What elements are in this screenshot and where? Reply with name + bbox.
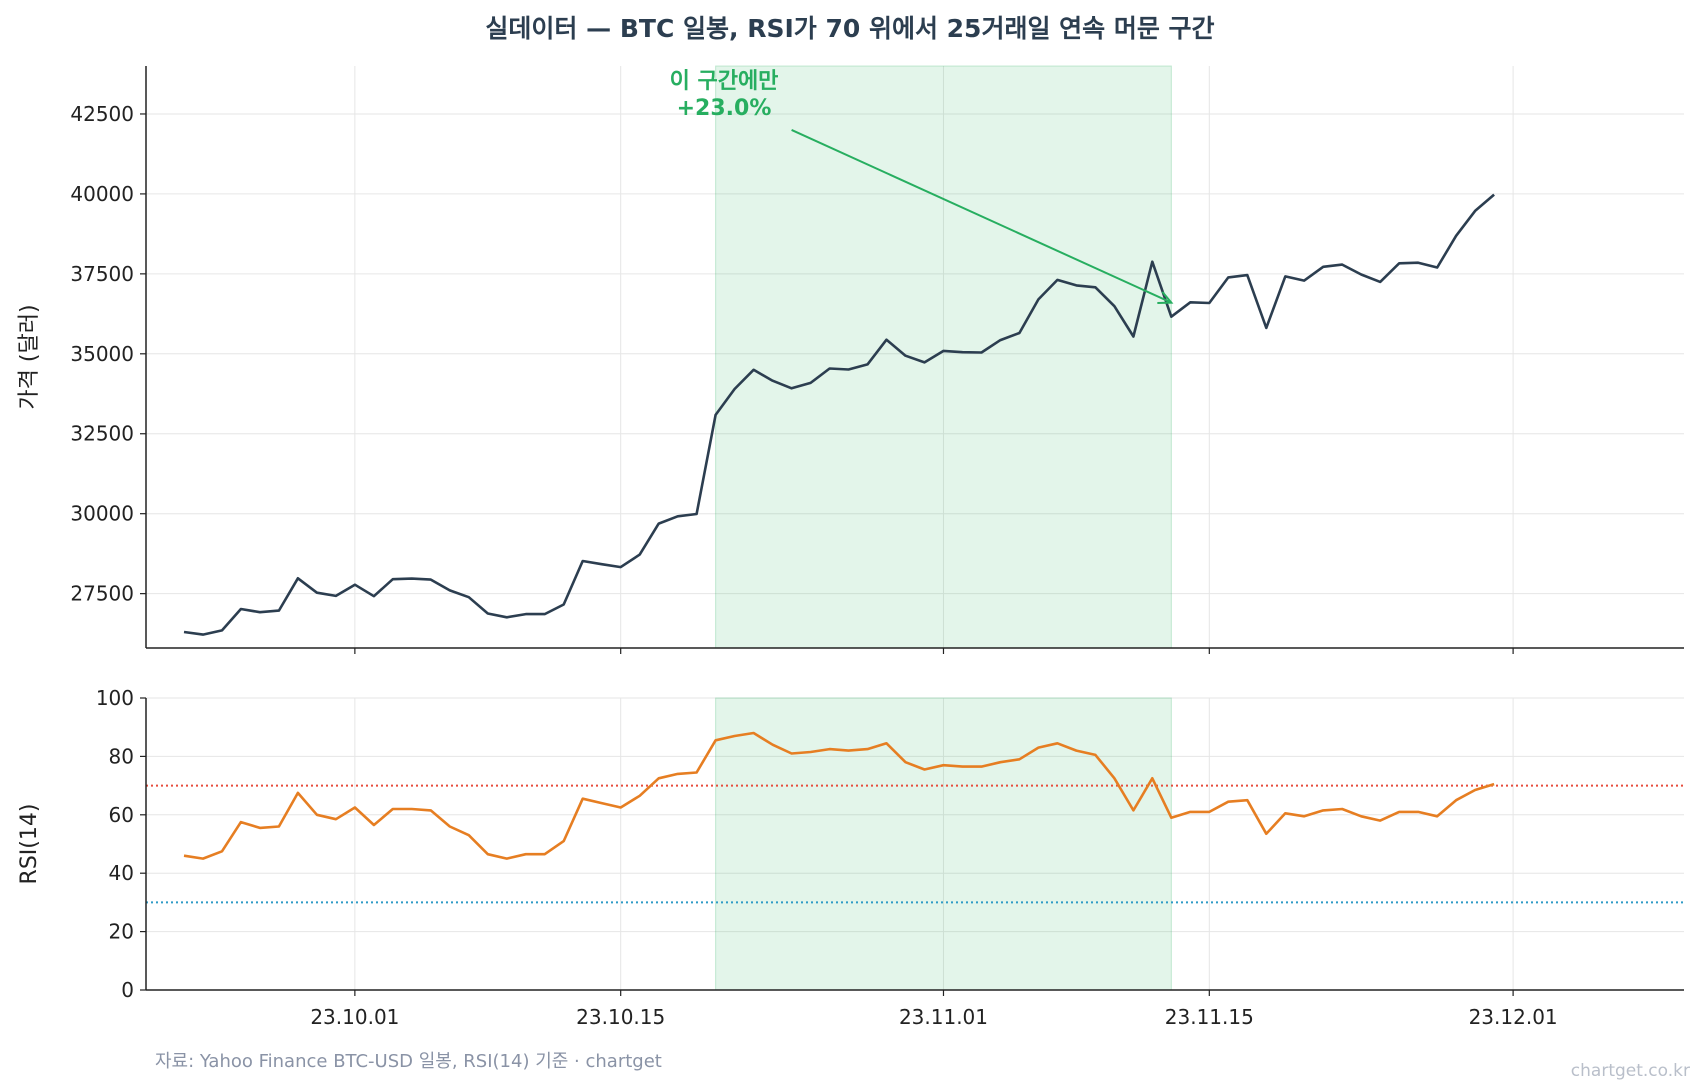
rsi-highlight-band	[715, 697, 1172, 991]
x-tick-label: 23.11.15	[1165, 1005, 1254, 1029]
price-series-line	[183, 193, 1495, 636]
price-y-ticks: 27500 30000 32500 35000 37500 40000 42500	[70, 102, 146, 606]
price-grid	[146, 66, 1684, 648]
annotation-arrow-head	[1157, 291, 1174, 304]
price-y-axis-label: 가격 (달러)	[17, 304, 42, 409]
price-y-tick-label: 32500	[70, 422, 134, 446]
rsi-series-line	[183, 731, 1495, 860]
price-y-tick-label: 27500	[70, 582, 134, 606]
rsi-y-tick-label: 40	[109, 861, 134, 885]
annotation-line-1: 이 구간에만	[670, 69, 779, 94]
x-tick-label: 23.10.01	[310, 1005, 399, 1029]
price-annotation: 이 구간에만 +23.0%	[670, 69, 1174, 304]
chart-title: 실데이터 — BTC 일봉, RSI가 70 위에서 25거래일 연속 머문 구…	[485, 14, 1214, 43]
rsi-y-axis-label: RSI(14)	[17, 804, 42, 885]
x-ticks: 23.10.01 23.10.15 23.11.01 23.11.15 23.12.01	[310, 648, 1558, 1029]
x-tick-label: 23.10.15	[576, 1005, 665, 1029]
price-y-tick-label: 42500	[70, 102, 134, 126]
rsi-axes	[145, 698, 1684, 991]
rsi-y-tick-label: 80	[109, 744, 134, 768]
annotation-line-2: +23.0%	[677, 96, 772, 121]
rsi-y-tick-label: 0	[121, 978, 134, 1002]
price-y-tick-label: 30000	[70, 502, 134, 526]
x-tick-label: 23.11.01	[899, 1005, 988, 1029]
x-tick-label: 23.12.01	[1469, 1005, 1558, 1029]
price-panel: 이 구간에만 +23.0% 27500 30000 32500 35000 37500 4…	[17, 65, 1684, 649]
price-y-tick-label: 35000	[70, 342, 134, 366]
price-axes	[145, 66, 1684, 649]
rsi-y-tick-label: 100	[96, 686, 134, 710]
rsi-y-tick-label: 20	[109, 920, 134, 944]
price-y-tick-label: 40000	[70, 182, 134, 206]
annotation-arrow	[791, 129, 1172, 304]
price-highlight-band	[715, 65, 1172, 649]
watermark: chartget.co.kr	[1571, 1061, 1690, 1081]
rsi-y-tick-label: 60	[109, 803, 134, 827]
source-footnote: 자료: Yahoo Finance BTC-USD 일봉, RSI(14) 기준…	[155, 1051, 662, 1072]
price-y-tick-label: 37500	[70, 262, 134, 286]
rsi-y-ticks: 0 20 40 60 80 100	[96, 686, 146, 1002]
